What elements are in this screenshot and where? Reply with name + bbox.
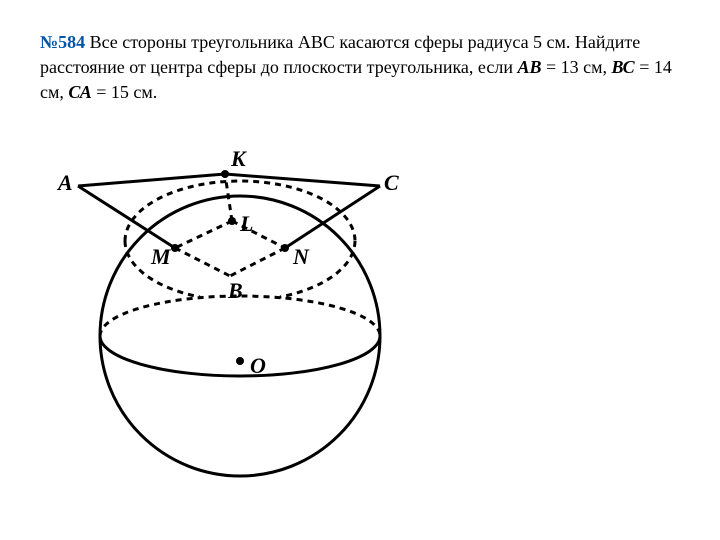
edge-mb	[175, 248, 230, 276]
sphere-outline	[100, 196, 380, 476]
seg-lm	[175, 221, 232, 248]
dot-m	[171, 244, 179, 252]
problem-statement: №584 Все стороны треугольника АВС касают…	[40, 30, 680, 106]
geometry-diagram: A C B K L M N O	[60, 126, 420, 486]
dot-n	[281, 244, 289, 252]
ca-label: СА	[68, 82, 91, 102]
edge-kc	[225, 174, 380, 186]
label-b: B	[228, 278, 243, 304]
bc-label: ВС	[612, 57, 635, 77]
ab-label: АВ	[517, 57, 541, 77]
label-m: M	[151, 244, 171, 270]
label-c: C	[384, 170, 399, 196]
edge-cn	[285, 186, 380, 248]
label-l: L	[240, 211, 253, 237]
equator-front	[100, 336, 380, 376]
dot-k	[221, 170, 229, 178]
label-k: K	[231, 146, 246, 172]
problem-number: №584	[40, 32, 85, 52]
edge-nb	[230, 248, 285, 276]
dot-l	[228, 217, 236, 225]
label-n: N	[293, 244, 309, 270]
section-arc-front-right	[280, 241, 355, 297]
label-a: A	[58, 170, 73, 196]
sphere-diagram-svg	[60, 126, 420, 486]
label-o: O	[250, 353, 266, 379]
dot-o	[236, 357, 244, 365]
